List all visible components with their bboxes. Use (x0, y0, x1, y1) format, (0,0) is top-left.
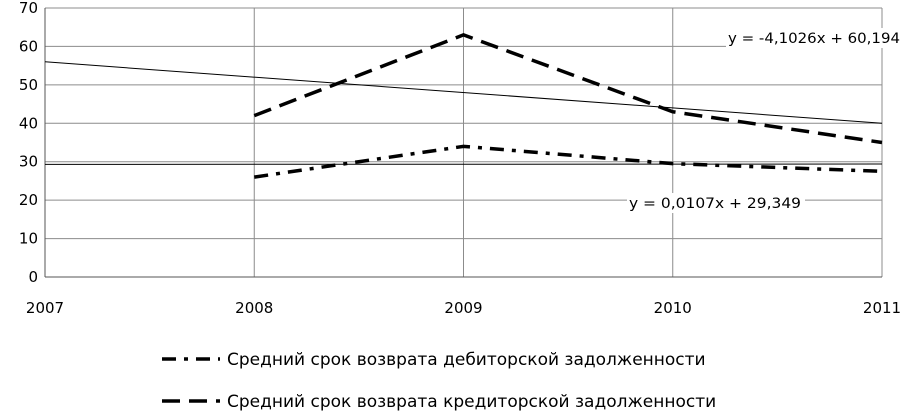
x-tick-label: 2009 (444, 299, 482, 317)
y-tick-label: 60 (19, 37, 38, 55)
trendlines (44, 61, 883, 165)
series-line (253, 33, 883, 145)
y-tick-label: 0 (28, 268, 38, 286)
data-series (253, 33, 883, 179)
x-tick-label: 2010 (654, 299, 692, 317)
y-tick-label: 30 (19, 153, 38, 171)
y-axis-ticks: 0 10 20 30 40 50 60 70 (19, 0, 38, 286)
y-tick-label: 10 (19, 230, 38, 248)
chart-grid (44, 7, 883, 278)
trendline-label-bg (726, 28, 904, 48)
trendline-equations: y = -4,1026x + 60,194 y = 0,0107x + 29,34… (627, 28, 904, 213)
trendline-label-bg (627, 193, 805, 213)
x-axis-ticks: 2007 2008 2009 2010 2011 (26, 299, 901, 317)
x-tick-label: 2011 (863, 299, 901, 317)
y-tick-label: 50 (19, 76, 38, 94)
y-tick-label: 70 (19, 0, 38, 17)
x-tick-label: 2008 (235, 299, 273, 317)
series-line (253, 144, 883, 179)
trendline-equation: y = 0,0107x + 29,349 (629, 196, 801, 212)
y-tick-label: 20 (19, 191, 38, 209)
legend: Средний срок возврата дебиторской задолж… (162, 350, 716, 412)
legend-label: Средний срок возврата дебиторской задолж… (227, 350, 706, 370)
y-tick-label: 40 (19, 114, 38, 132)
trendline-equation: y = -4,1026x + 60,194 (728, 31, 900, 47)
x-tick-label: 2007 (26, 299, 64, 317)
legend-label: Средний срок возврата кредиторской задол… (227, 392, 716, 412)
trendline (44, 61, 883, 124)
